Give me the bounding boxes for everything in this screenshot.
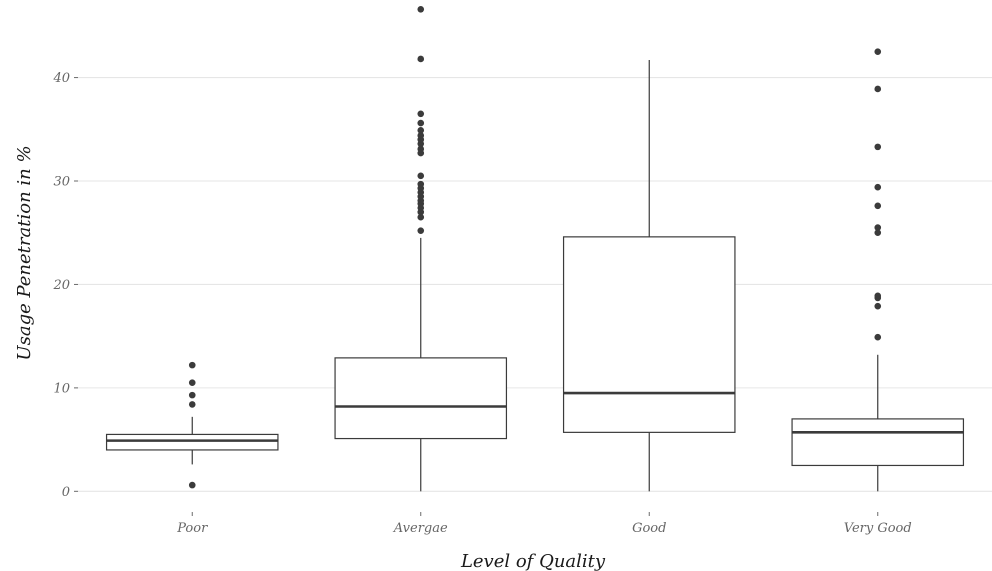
y-tick-label-20: 20 xyxy=(52,278,70,293)
outlier-point xyxy=(874,292,882,300)
x-tick-label-very-good: Very Good xyxy=(844,521,912,536)
outlier-point xyxy=(417,132,425,139)
y-tick-label-40: 40 xyxy=(52,71,70,86)
y-tick-label-0: 0 xyxy=(62,485,70,500)
iqr-box xyxy=(105,433,279,451)
outlier-point xyxy=(188,481,196,489)
outlier-point xyxy=(417,172,425,180)
iqr-box xyxy=(334,357,508,440)
outlier-point xyxy=(417,6,425,13)
outlier-point xyxy=(874,302,882,310)
box-series xyxy=(105,6,965,492)
outlier-point xyxy=(188,379,196,387)
outlier-point xyxy=(417,110,425,118)
outlier-point xyxy=(874,183,882,191)
x-axis: Poor Avergae Good Very Good xyxy=(176,512,912,536)
y-axis: 0 10 20 30 40 xyxy=(52,71,78,500)
outlier-point xyxy=(874,224,882,231)
outlier-point xyxy=(874,202,882,210)
outlier-point xyxy=(188,391,196,399)
x-axis-title: Level of Quality xyxy=(460,551,606,571)
iqr-box xyxy=(562,236,736,433)
x-tick-label-avergae: Avergae xyxy=(393,521,448,536)
grid-lines xyxy=(78,77,992,492)
x-tick-label-poor: Poor xyxy=(176,521,208,536)
iqr-box xyxy=(791,418,965,467)
y-tick-label-10: 10 xyxy=(53,381,70,396)
outlier-point xyxy=(417,213,425,221)
outlier-point xyxy=(188,361,196,369)
x-tick-label-good: Good xyxy=(632,521,666,536)
outlier-point xyxy=(874,229,882,237)
box-group-very-good xyxy=(791,48,965,492)
box-group-avergae xyxy=(334,6,508,492)
outlier-point xyxy=(417,55,425,63)
y-axis-title: Usage Penetration in % xyxy=(14,145,35,360)
outlier-point xyxy=(874,48,882,56)
outlier-point xyxy=(417,127,425,134)
box-group-good xyxy=(562,59,736,492)
outlier-point xyxy=(417,145,425,153)
outlier-point xyxy=(417,119,425,127)
box-group-poor xyxy=(105,361,279,489)
outlier-point xyxy=(188,401,196,408)
outlier-point xyxy=(874,333,882,341)
outlier-point xyxy=(874,85,882,93)
y-tick-label-30: 30 xyxy=(53,175,70,190)
outlier-point xyxy=(417,227,425,234)
outlier-point xyxy=(417,180,425,188)
outlier-point xyxy=(874,143,882,151)
